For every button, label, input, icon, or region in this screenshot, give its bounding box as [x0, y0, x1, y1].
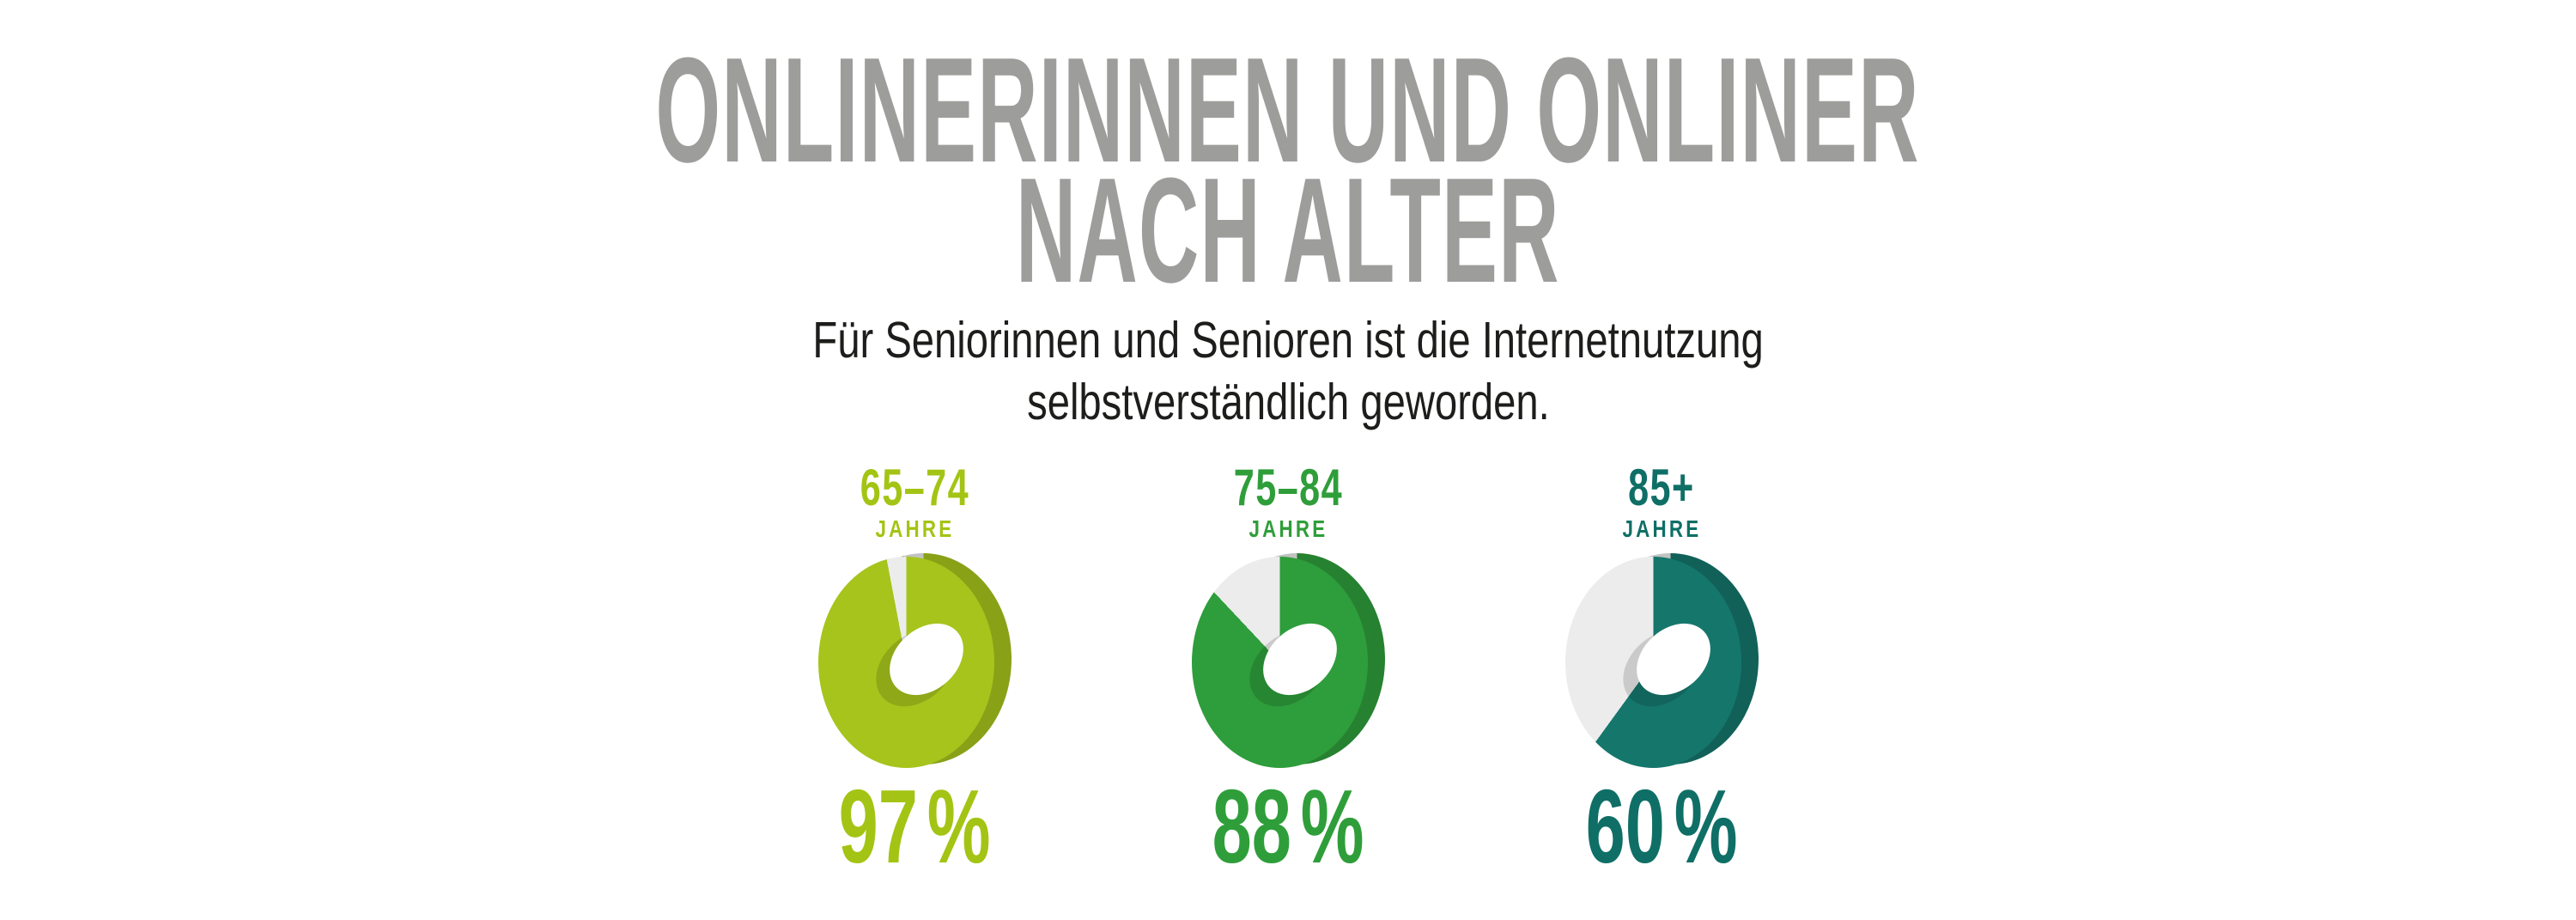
age-unit-label: JAHRE	[1622, 515, 1701, 542]
subtitle-text-2: selbstverständlich geworden.	[1026, 373, 1550, 430]
donut-chart-85-plus: 85+ JAHRE 60%	[1516, 459, 1807, 879]
donut-chart-65-74: 65–74 JAHRE 97%	[769, 459, 1060, 879]
subtitle-line-2: selbstverständlich geworden.	[0, 371, 2576, 433]
donut-chart-75-84: 75–84 JAHRE 88%	[1142, 459, 1434, 879]
percent-sign: %	[927, 768, 991, 885]
page-title-text-2: NACH ALTER	[1016, 146, 1560, 314]
percentage-label: 88%	[1142, 774, 1434, 879]
subtitle: Für Seniorinnen und Senioren ist die Int…	[0, 309, 2576, 433]
age-unit-label: JAHRE	[875, 515, 954, 542]
page-title-line-2: NACH ALTER	[0, 155, 2576, 305]
percentage-label: 60%	[1516, 774, 1807, 879]
percent-sign: %	[1674, 768, 1738, 885]
percentage-value: 60	[1585, 768, 1665, 885]
donut-charts-row: 65–74 JAHRE 97% 75–84 JAHRE	[0, 459, 2576, 879]
donut-ring	[817, 553, 1012, 768]
percentage-label: 97%	[769, 774, 1060, 879]
subtitle-text-1: Für Seniorinnen und Senioren ist die Int…	[812, 311, 1764, 369]
page-title-text-1: ONLINERINNEN UND ONLINER	[655, 26, 1921, 193]
percentage-value: 88	[1212, 768, 1291, 885]
age-range-label: 75–84	[1233, 459, 1343, 516]
page-title-line-1: ONLINERINNEN UND ONLINER	[0, 35, 2576, 185]
age-unit-label: JAHRE	[1249, 515, 1327, 542]
percent-sign: %	[1300, 768, 1364, 885]
header: ONLINERINNEN UND ONLINER NACH ALTER Für …	[0, 0, 2576, 433]
percentage-value: 97	[838, 768, 918, 885]
age-range-label: 85+	[1628, 459, 1695, 516]
age-range-label: 65–74	[860, 459, 969, 516]
subtitle-line-1: Für Seniorinnen und Senioren ist die Int…	[0, 309, 2576, 371]
donut-ring	[1191, 553, 1385, 768]
donut-ring	[1564, 553, 1759, 768]
